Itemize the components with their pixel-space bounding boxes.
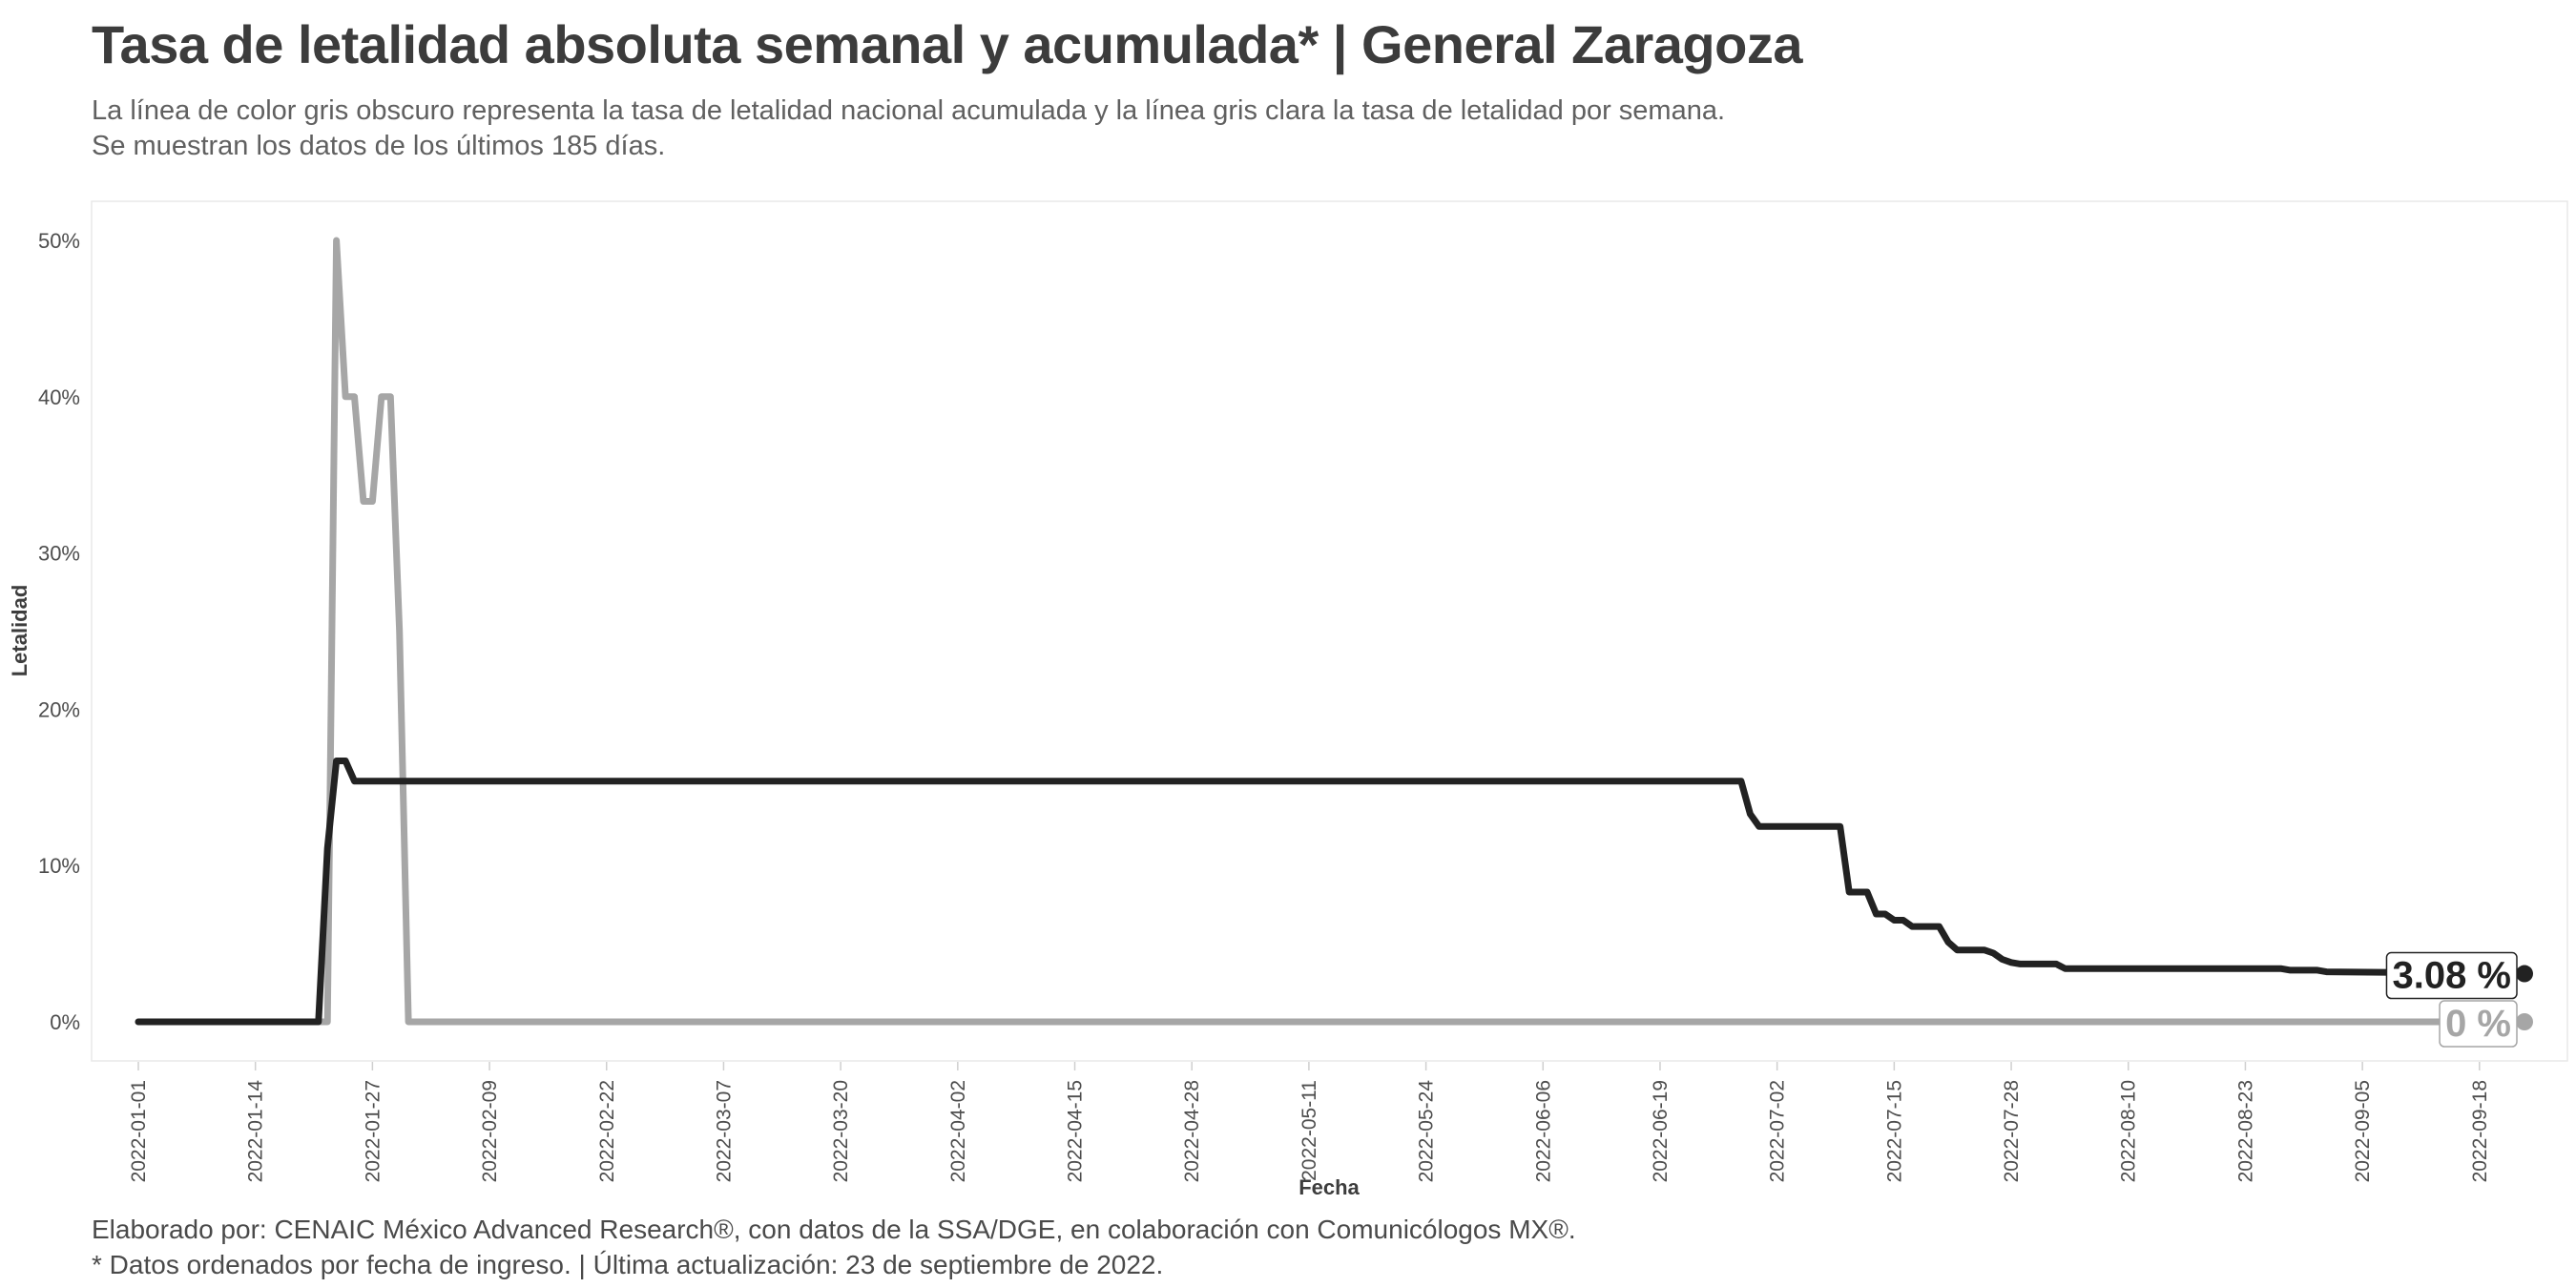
x-tick-label: 2022-01-01 <box>128 1080 150 1182</box>
x-tick-label: 2022-06-06 <box>1532 1080 1554 1182</box>
accumulated-end-label: 3.08 % <box>2392 955 2511 997</box>
x-tick-label: 2022-09-05 <box>2352 1080 2374 1182</box>
x-tick-label: 2022-07-15 <box>1883 1080 1905 1182</box>
chart-subtitle: La línea de color gris obscuro represent… <box>92 93 1725 164</box>
accumulated-end-point <box>2516 965 2533 983</box>
x-tick-label: 2022-02-09 <box>479 1080 501 1182</box>
x-tick-label: 2022-03-20 <box>830 1080 852 1182</box>
x-tick-label: 2022-03-07 <box>713 1080 735 1182</box>
x-tick-label: 2022-05-11 <box>1298 1080 1320 1181</box>
x-tick-label: 2022-01-27 <box>362 1080 384 1182</box>
y-axis-title: Letalidad <box>8 585 31 677</box>
x-tick-label: 2022-01-14 <box>245 1080 267 1183</box>
chart-title: Tasa de letalidad absoluta semanal y acu… <box>92 14 1803 74</box>
y-tick-label: 40% <box>38 385 80 409</box>
x-tick-label: 2022-04-28 <box>1181 1080 1203 1182</box>
y-tick-label: 20% <box>38 697 80 721</box>
x-tick-label: 2022-04-15 <box>1065 1080 1087 1182</box>
plot-panel <box>91 200 2568 1062</box>
lethality-line-chart: 0%10%20%30%40%50% 2022-01-01 2022-01-14 20… <box>8 200 2568 1199</box>
y-tick-label: 10% <box>38 854 80 878</box>
x-tick-label: 2022-07-02 <box>1767 1080 1789 1182</box>
x-axis-title: Fecha <box>1298 1175 1360 1199</box>
weekly-end-label-box <box>2439 1000 2518 1048</box>
y-tick-label: 30% <box>38 542 80 566</box>
x-tick-label: 2022-06-19 <box>1650 1080 1672 1182</box>
subtitle-line-1: La línea de color gris obscuro represent… <box>92 95 1726 126</box>
accumulated-end-label-box <box>2385 951 2518 1000</box>
weekly-end-label: 0 % <box>2445 1003 2511 1045</box>
weekly-end-point <box>2516 1013 2533 1030</box>
y-axis: 0% 10% 20% 30% 40% 50% <box>38 229 80 1034</box>
x-tick-label: 2022-07-28 <box>2001 1080 2023 1182</box>
x-tick-label: 2022-08-10 <box>2118 1080 2140 1182</box>
x-axis: 2022-01-01 2022-01-14 2022-01-27 2022-02-09… <box>128 1062 2491 1182</box>
y-tick-label: 50% <box>38 229 80 253</box>
x-tick-label: 2022-09-18 <box>2469 1080 2491 1182</box>
series-layer <box>135 237 2533 1030</box>
x-tick-label: 2022-08-23 <box>2234 1080 2256 1182</box>
subtitle-line-2: Se muestran los datos de los últimos 185… <box>92 131 666 161</box>
x-tick-label: 2022-04-02 <box>947 1080 969 1182</box>
x-tick-label: 2022-05-24 <box>1416 1080 1438 1183</box>
weekly-series-line <box>135 237 2528 1026</box>
accumulated-series-line <box>135 758 2528 1026</box>
y-tick-label: 0% <box>50 1010 80 1034</box>
chart-caption: Elaborado por: CENAIC México Advanced Re… <box>92 1212 1576 1282</box>
caption-line-1: Elaborado por: CENAIC México Advanced Re… <box>92 1215 1576 1244</box>
x-tick-label: 2022-02-22 <box>596 1080 618 1182</box>
caption-line-2: * Datos ordenados por fecha de ingreso. … <box>92 1250 1164 1279</box>
end-label-layer: 0 % 3.08 % <box>2385 951 2518 1048</box>
